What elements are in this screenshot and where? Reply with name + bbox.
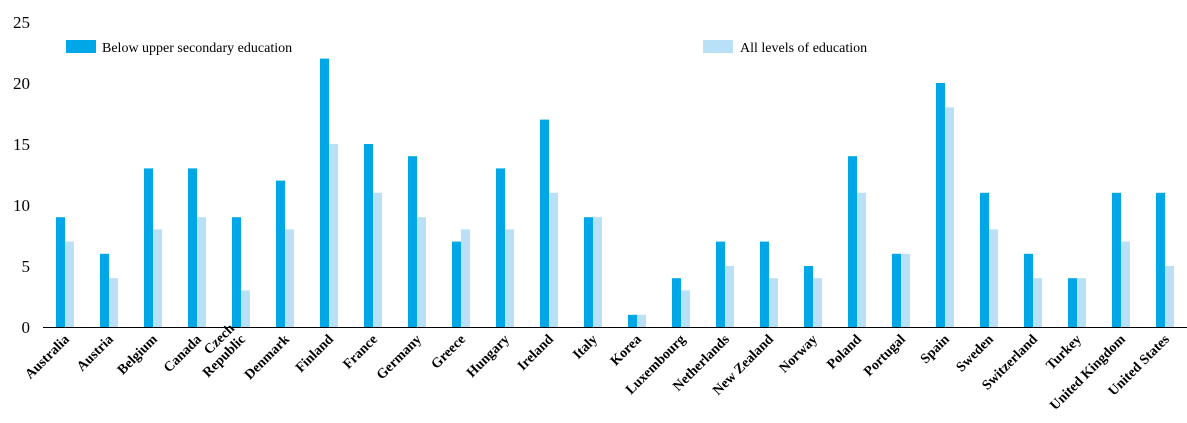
bar-canada-all-levels bbox=[197, 217, 206, 327]
bar-poland-all-levels bbox=[857, 192, 866, 327]
y-tick-label-25: 25 bbox=[13, 13, 30, 32]
bar-switzerland-below-upper-secondary bbox=[1024, 253, 1033, 327]
bar-new-zealand-below-upper-secondary bbox=[760, 241, 769, 327]
x-tick-label-denmark: Denmark bbox=[242, 332, 293, 383]
bar-korea-below-upper-secondary bbox=[628, 314, 637, 327]
x-tick-label-hungary: Hungary bbox=[464, 332, 513, 381]
x-tick-label-germany: Germany bbox=[374, 332, 425, 383]
bar-germany-below-upper-secondary bbox=[408, 156, 417, 327]
bar-spain-below-upper-secondary bbox=[936, 83, 945, 327]
bar-australia-below-upper-secondary bbox=[56, 217, 65, 327]
bar-czech-republic-below-upper-secondary bbox=[232, 217, 241, 327]
bar-austria-all-levels bbox=[109, 278, 118, 327]
bar-switzerland-all-levels bbox=[1033, 278, 1042, 327]
x-tick-label-united-kingdom: United Kingdom bbox=[1048, 332, 1130, 414]
bar-canada-below-upper-secondary bbox=[188, 168, 197, 327]
bar-united-kingdom-all-levels bbox=[1121, 241, 1130, 327]
bar-italy-all-levels bbox=[593, 217, 602, 327]
bar-united-states-all-levels bbox=[1165, 266, 1174, 327]
bar-hungary-below-upper-secondary bbox=[496, 168, 505, 327]
bar-france-all-levels bbox=[373, 192, 382, 327]
legend-label-all-levels: All levels of education bbox=[740, 41, 867, 56]
bar-poland-below-upper-secondary bbox=[848, 156, 857, 327]
bar-germany-all-levels bbox=[417, 217, 426, 327]
bar-new-zealand-all-levels bbox=[769, 278, 778, 327]
x-tick-label-australia: Australia bbox=[23, 332, 73, 382]
x-tick-label-korea: Korea bbox=[608, 332, 645, 369]
bar-luxembourg-below-upper-secondary bbox=[672, 278, 681, 327]
bar-ireland-all-levels bbox=[549, 192, 558, 327]
x-tick-label-turkey: Turkey bbox=[1044, 332, 1085, 373]
bar-turkey-all-levels bbox=[1077, 278, 1086, 327]
bar-ireland-below-upper-secondary bbox=[540, 119, 549, 327]
bar-denmark-below-upper-secondary bbox=[276, 180, 285, 327]
bar-czech-republic-all-levels bbox=[241, 290, 250, 327]
bar-portugal-below-upper-secondary bbox=[892, 253, 901, 327]
bar-united-kingdom-below-upper-secondary bbox=[1112, 192, 1121, 327]
x-tick-label-greece: Greece bbox=[429, 332, 469, 372]
y-tick-label-20: 20 bbox=[13, 74, 30, 93]
bars bbox=[56, 58, 1174, 328]
x-tick-label-portugal: Portugal bbox=[861, 332, 909, 380]
legend-label-below-upper-secondary: Below upper secondary education bbox=[102, 41, 292, 56]
x-tick-label-ireland: Ireland bbox=[515, 332, 557, 374]
bar-france-below-upper-secondary bbox=[364, 144, 373, 327]
bar-australia-all-levels bbox=[65, 241, 74, 327]
x-tick-label-norway: Norway bbox=[777, 332, 821, 376]
x-tick-label-finland: Finland bbox=[293, 332, 337, 376]
x-tick-label-italy: Italy bbox=[570, 332, 600, 362]
x-tick-label-spain: Spain bbox=[918, 332, 953, 367]
x-tick-label-poland: Poland bbox=[825, 332, 865, 372]
bar-sweden-all-levels bbox=[989, 229, 998, 327]
bar-belgium-below-upper-secondary bbox=[144, 168, 153, 327]
x-tick-label-canada: Canada bbox=[161, 332, 205, 376]
y-tick-label-5: 5 bbox=[22, 257, 31, 276]
x-tick-label-austria: Austria bbox=[74, 332, 117, 375]
y-axis: 0 5 10 15 20 25 bbox=[13, 13, 30, 337]
bar-finland-all-levels bbox=[329, 144, 338, 327]
bar-netherlands-all-levels bbox=[725, 266, 734, 327]
legend: Below upper secondary education All leve… bbox=[66, 40, 867, 56]
bar-greece-all-levels bbox=[461, 229, 470, 327]
x-tick-label-france: France bbox=[341, 332, 381, 372]
x-tick-label-belgium: Belgium bbox=[115, 332, 161, 378]
bar-norway-below-upper-secondary bbox=[804, 266, 813, 327]
bar-united-states-below-upper-secondary bbox=[1156, 192, 1165, 327]
legend-swatch-all-levels bbox=[703, 40, 733, 53]
bar-italy-below-upper-secondary bbox=[584, 217, 593, 327]
bar-denmark-all-levels bbox=[285, 229, 294, 327]
bar-turkey-below-upper-secondary bbox=[1068, 278, 1077, 327]
y-tick-label-10: 10 bbox=[13, 196, 30, 215]
bar-spain-all-levels bbox=[945, 107, 954, 328]
x-tick-label-czech-republic: CzechRepublic bbox=[189, 321, 249, 381]
bar-belgium-all-levels bbox=[153, 229, 162, 327]
bar-hungary-all-levels bbox=[505, 229, 514, 327]
legend-swatch-below-upper-secondary bbox=[66, 40, 96, 53]
x-tick-label-sweden: Sweden bbox=[954, 332, 997, 375]
bar-luxembourg-all-levels bbox=[681, 290, 690, 327]
bar-norway-all-levels bbox=[813, 278, 822, 327]
bar-korea-all-levels bbox=[637, 314, 646, 327]
bar-finland-below-upper-secondary bbox=[320, 58, 329, 327]
bar-portugal-all-levels bbox=[901, 253, 910, 327]
y-tick-label-0: 0 bbox=[22, 318, 31, 337]
bar-greece-below-upper-secondary bbox=[452, 241, 461, 327]
bar-sweden-below-upper-secondary bbox=[980, 192, 989, 327]
y-tick-label-15: 15 bbox=[13, 135, 30, 154]
bar-netherlands-below-upper-secondary bbox=[716, 241, 725, 327]
bar-austria-below-upper-secondary bbox=[100, 253, 109, 327]
